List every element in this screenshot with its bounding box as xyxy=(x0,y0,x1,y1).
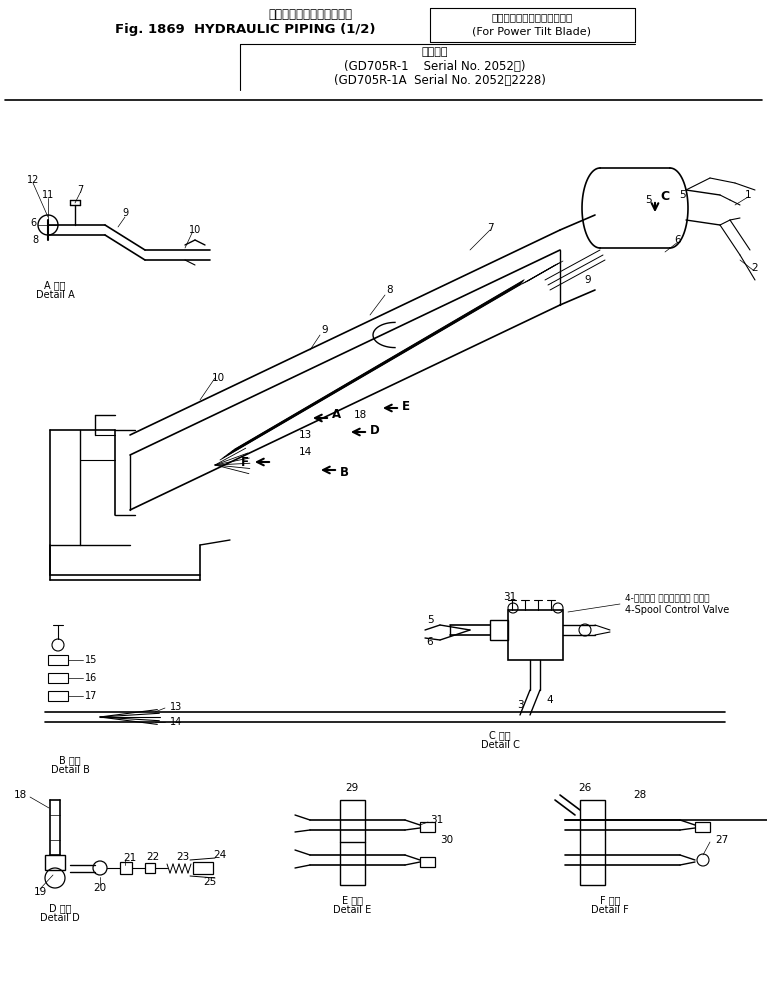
Text: 5: 5 xyxy=(426,615,433,625)
Bar xyxy=(340,800,365,885)
Text: 4: 4 xyxy=(547,695,553,705)
Bar xyxy=(490,620,508,640)
Text: F: F xyxy=(241,456,249,468)
Text: ハイドロリックパイピング: ハイドロリックパイピング xyxy=(268,8,352,21)
Text: 3: 3 xyxy=(517,700,523,710)
Text: 10: 10 xyxy=(189,225,201,235)
Text: E 詳細: E 詳細 xyxy=(341,895,363,905)
Text: 6: 6 xyxy=(675,235,681,245)
Text: 15: 15 xyxy=(85,655,97,665)
Text: 13: 13 xyxy=(298,430,311,440)
Text: (For Power Tilt Blade): (For Power Tilt Blade) xyxy=(472,27,591,37)
Text: Fig. 1869  HYDRAULIC PIPING (1/2): Fig. 1869 HYDRAULIC PIPING (1/2) xyxy=(115,24,375,36)
Text: 20: 20 xyxy=(94,883,107,893)
Text: 8: 8 xyxy=(387,285,393,295)
Text: A: A xyxy=(332,408,341,421)
Text: F 詳細: F 詳細 xyxy=(600,895,621,905)
Text: 18: 18 xyxy=(14,790,27,800)
Bar xyxy=(120,862,132,874)
Bar xyxy=(580,800,605,885)
Text: 4-スプール コントロール バルブ: 4-スプール コントロール バルブ xyxy=(625,593,709,602)
Text: 14: 14 xyxy=(298,447,311,457)
Text: 19: 19 xyxy=(34,887,47,897)
Text: 30: 30 xyxy=(440,835,453,845)
Text: 21: 21 xyxy=(123,853,137,863)
Text: 23: 23 xyxy=(176,852,189,862)
Text: Detail B: Detail B xyxy=(51,765,90,775)
Text: 7: 7 xyxy=(77,185,83,195)
Text: 7: 7 xyxy=(487,223,493,233)
Text: 31: 31 xyxy=(503,592,517,602)
Text: 25: 25 xyxy=(203,877,216,887)
Text: 5: 5 xyxy=(679,190,685,200)
Text: 13: 13 xyxy=(170,702,183,712)
Text: 9: 9 xyxy=(321,325,328,335)
Bar xyxy=(48,673,68,683)
Text: 9: 9 xyxy=(584,275,591,285)
Text: Detail F: Detail F xyxy=(591,905,629,915)
Text: 4-Spool Control Valve: 4-Spool Control Valve xyxy=(625,605,729,615)
Text: B: B xyxy=(340,465,348,478)
Text: Detail D: Detail D xyxy=(40,913,80,923)
Bar xyxy=(45,855,65,870)
Text: 29: 29 xyxy=(345,783,359,793)
Bar xyxy=(508,610,563,660)
Text: 適用号機: 適用号機 xyxy=(422,47,448,57)
Bar xyxy=(48,655,68,665)
Text: 11: 11 xyxy=(42,190,54,200)
Text: (GD705R-1A  Serial No. 2052～2228): (GD705R-1A Serial No. 2052～2228) xyxy=(334,74,546,87)
Text: D 詳細: D 詳細 xyxy=(49,903,71,913)
Text: 1: 1 xyxy=(745,190,752,200)
Text: 17: 17 xyxy=(85,691,97,701)
Text: 28: 28 xyxy=(634,790,647,800)
Text: 2: 2 xyxy=(752,263,759,273)
Text: Detail A: Detail A xyxy=(35,290,74,300)
Bar xyxy=(420,822,435,832)
Text: （パワーチルトブレード用）: （パワーチルトブレード用） xyxy=(492,12,573,22)
Text: 24: 24 xyxy=(213,850,226,860)
Text: 16: 16 xyxy=(85,673,97,683)
Bar xyxy=(48,691,68,701)
Text: 12: 12 xyxy=(27,175,39,185)
Text: 22: 22 xyxy=(146,852,160,862)
Bar xyxy=(145,863,155,873)
Text: 14: 14 xyxy=(170,717,183,727)
Bar xyxy=(193,862,213,874)
Text: 31: 31 xyxy=(430,815,443,825)
Text: (GD705R-1    Serial No. 2052～): (GD705R-1 Serial No. 2052～) xyxy=(344,59,525,73)
Bar xyxy=(420,857,435,867)
Text: C 詳細: C 詳細 xyxy=(489,730,511,740)
Text: E: E xyxy=(402,400,410,412)
Text: 26: 26 xyxy=(578,783,591,793)
Text: 10: 10 xyxy=(212,373,225,383)
Text: B 詳細: B 詳細 xyxy=(59,755,81,765)
Text: Detail E: Detail E xyxy=(333,905,371,915)
Text: 5: 5 xyxy=(645,195,651,205)
Text: Detail C: Detail C xyxy=(481,740,519,750)
Text: 6: 6 xyxy=(30,218,36,228)
Text: A 詳細: A 詳細 xyxy=(44,280,66,290)
Text: 27: 27 xyxy=(715,835,728,845)
Text: 18: 18 xyxy=(354,410,367,420)
Text: D: D xyxy=(370,423,380,437)
Bar xyxy=(695,822,710,832)
Text: C: C xyxy=(660,191,670,204)
Text: 6: 6 xyxy=(426,637,433,647)
Text: 9: 9 xyxy=(122,208,128,218)
Text: 8: 8 xyxy=(32,235,38,245)
